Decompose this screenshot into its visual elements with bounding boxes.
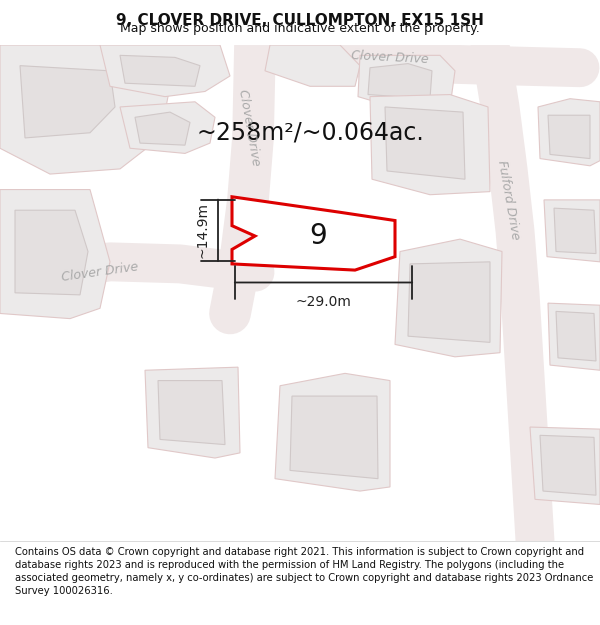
Polygon shape [275,373,390,491]
Text: 9, CLOVER DRIVE, CULLOMPTON, EX15 1SH: 9, CLOVER DRIVE, CULLOMPTON, EX15 1SH [116,12,484,28]
Polygon shape [0,189,110,319]
Polygon shape [120,56,200,86]
Polygon shape [395,239,502,357]
Text: 9: 9 [309,222,327,250]
Polygon shape [548,115,590,159]
Polygon shape [135,112,190,145]
Polygon shape [100,45,230,97]
Polygon shape [15,210,88,295]
Polygon shape [0,45,170,174]
Polygon shape [290,396,378,479]
Text: Clover Drive: Clover Drive [351,49,429,66]
Polygon shape [265,45,360,86]
Polygon shape [385,107,465,179]
Polygon shape [556,311,596,361]
Text: Contains OS data © Crown copyright and database right 2021. This information is : Contains OS data © Crown copyright and d… [15,546,593,596]
Text: Clover Drive: Clover Drive [236,88,262,167]
Polygon shape [145,367,240,458]
Text: ~29.0m: ~29.0m [296,295,352,309]
Text: ~258m²/~0.064ac.: ~258m²/~0.064ac. [196,121,424,145]
Polygon shape [408,262,490,343]
Polygon shape [370,94,490,195]
Polygon shape [232,197,395,270]
Polygon shape [368,64,432,99]
Polygon shape [120,102,215,153]
Polygon shape [548,303,600,370]
Polygon shape [540,435,596,495]
Text: Fulford Drive: Fulford Drive [494,159,521,241]
Polygon shape [538,99,600,166]
Text: Map shows position and indicative extent of the property.: Map shows position and indicative extent… [120,22,480,35]
Text: ~14.9m: ~14.9m [196,202,210,258]
Polygon shape [20,66,115,138]
Polygon shape [554,208,596,254]
Polygon shape [530,427,600,504]
Polygon shape [158,381,225,444]
Polygon shape [262,205,358,264]
Polygon shape [358,56,455,109]
Text: Clover Drive: Clover Drive [61,261,139,284]
Polygon shape [544,200,600,262]
